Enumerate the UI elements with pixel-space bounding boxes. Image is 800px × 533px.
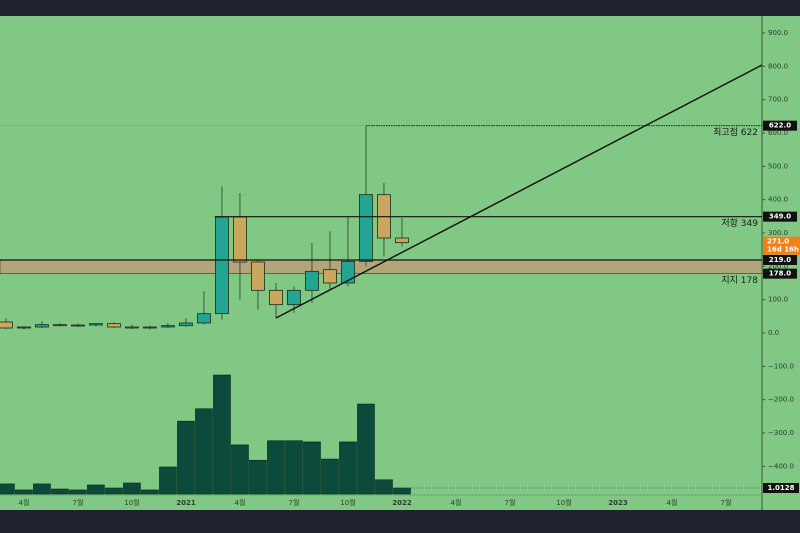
level-label-box (763, 268, 797, 279)
candle-body (143, 326, 157, 329)
volume-bar (393, 487, 411, 495)
y-tick-label: 200.0 (768, 262, 788, 270)
volume-bar (51, 488, 69, 495)
x-tick-label: 4월 (667, 498, 678, 507)
volume-bar (15, 489, 33, 495)
candle-body (17, 326, 31, 329)
volume-bar (303, 441, 321, 495)
volume-bar (357, 403, 375, 495)
volume-bar (213, 374, 231, 495)
x-tick-label: 10월 (124, 498, 139, 507)
candle-body (197, 313, 211, 324)
candle-body (89, 323, 103, 326)
y-tick-label: −400.0 (768, 462, 794, 470)
candle-body (125, 326, 139, 329)
y-tick-label: 300.0 (768, 229, 788, 237)
candle-body (161, 325, 175, 328)
candle-body (269, 289, 283, 306)
volume-bar (69, 489, 87, 495)
trendline (275, 64, 763, 319)
volume-bar (0, 483, 15, 495)
volume-bar (231, 444, 249, 495)
level-label: 622.0 (769, 122, 791, 130)
volume-bar (105, 487, 123, 495)
y-tick-label: 800.0 (768, 62, 788, 70)
current-price-label: 271.0 (767, 238, 789, 246)
volume-bar (87, 484, 105, 495)
countdown-label: 16d 16h (767, 246, 799, 254)
candle-body (215, 216, 229, 315)
x-tick-label: 7월 (505, 498, 516, 507)
candle-body (179, 322, 193, 327)
x-tick-label: 4월 (18, 498, 29, 507)
candle-body (107, 323, 121, 328)
volume-bar (195, 408, 213, 495)
volume-bar (177, 420, 195, 495)
x-tick-label: 2023 (608, 499, 628, 507)
x-tick-label: 7월 (721, 498, 732, 507)
y-tick-label: 600.0 (768, 129, 788, 137)
volume-bar (249, 459, 267, 495)
x-tick-label: 7월 (72, 498, 83, 507)
level-label-box (763, 120, 797, 131)
candle-body (71, 324, 85, 327)
volume-bar (33, 483, 51, 495)
x-tick-label: 4월 (235, 498, 246, 507)
y-tick-label: 700.0 (768, 96, 788, 104)
level-label-box (763, 211, 797, 222)
candle-body (287, 289, 301, 306)
y-tick-label: 400.0 (768, 196, 788, 204)
candle-body (341, 260, 355, 284)
volume-bar (375, 479, 393, 495)
volume-label: 1.0128 (767, 484, 794, 492)
level-label-box (763, 255, 797, 265)
x-tick-label: 10월 (556, 498, 571, 507)
volume-label-box (763, 483, 799, 494)
candle-body (359, 194, 373, 262)
volume-bar (321, 458, 339, 495)
x-tick-label: 7월 (289, 498, 300, 507)
x-tick-label: 4월 (451, 498, 462, 507)
support-band (0, 259, 763, 274)
y-tick-label: −300.0 (768, 429, 794, 437)
level-note: 최고점 622 (713, 126, 758, 138)
top-bar (0, 0, 800, 16)
y-tick-label: 500.0 (768, 162, 788, 170)
candle-body (305, 270, 319, 291)
level-label: 178.0 (769, 270, 791, 278)
x-tick-label: 2022 (392, 499, 412, 507)
y-tick-label: 0.0 (768, 329, 779, 337)
candle-body (233, 216, 247, 263)
current-price-box (763, 236, 800, 255)
level-note: 지지 178 (721, 275, 758, 286)
bottom-bar (0, 510, 800, 533)
volume-bar (159, 466, 177, 495)
level-label: 349.0 (769, 213, 791, 221)
candle-body (395, 237, 409, 244)
candle-body (323, 269, 337, 284)
y-tick-label: 900.0 (768, 29, 788, 37)
candle-body (0, 321, 13, 329)
level-label: 219.0 (769, 256, 791, 264)
y-tick-label: 100.0 (768, 296, 788, 304)
volume-bar (141, 489, 159, 495)
y-tick-label: −200.0 (768, 396, 794, 404)
level-note: 저항 349 (721, 218, 758, 229)
volume-bar (339, 441, 357, 495)
volume-bar (285, 440, 303, 495)
volume-bar (123, 482, 141, 495)
candle-body (251, 261, 265, 291)
x-tick-label: 10월 (340, 498, 355, 507)
candle-body (53, 324, 67, 327)
x-tick-label: 2021 (176, 499, 196, 507)
y-tick-label: −100.0 (768, 362, 794, 370)
candle-body (35, 324, 49, 328)
volume-bar (267, 440, 285, 495)
